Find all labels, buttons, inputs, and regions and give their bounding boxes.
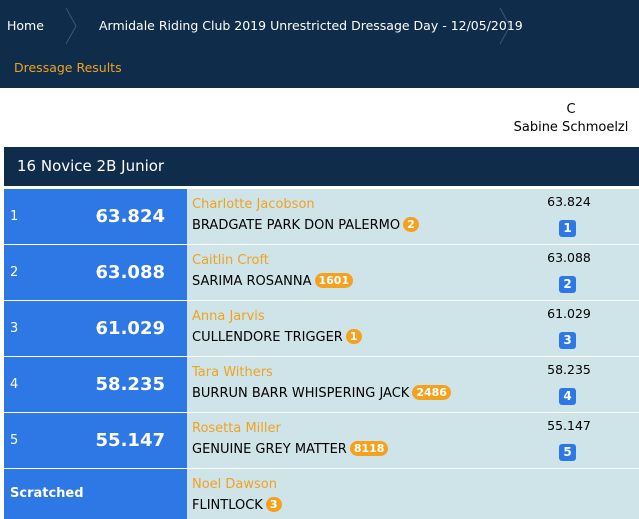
judge-score-cell: 58.235 4 <box>499 357 639 412</box>
judge-column-header: C Sabine Schmoelzl <box>486 101 639 137</box>
rank-cell: 1 63.824 <box>4 189 187 244</box>
breadcrumb-event-link[interactable]: Armidale Riding Club 2019 Unrestricted D… <box>99 18 523 33</box>
horse-badge: 2 <box>403 217 419 232</box>
breadcrumb-home-link[interactable]: Home <box>7 18 44 33</box>
horse-name: BRADGATE PARK DON PALERMO 2 <box>192 217 419 235</box>
rank-cell: 4 58.235 <box>4 357 187 412</box>
judge-score: 61.029 <box>547 306 591 321</box>
rank-number: 5 <box>10 433 19 448</box>
horse-name: GENUINE GREY MATTER 8118 <box>192 441 389 459</box>
breadcrumb: Home Armidale Riding Club 2019 Unrestric… <box>0 0 639 52</box>
horse-badge: 2486 <box>412 385 451 400</box>
judge-score-cell: 63.088 2 <box>499 245 639 300</box>
horse-link[interactable]: BRADGATE PARK DON PALERMO <box>192 218 401 233</box>
rank-number: 4 <box>10 377 19 392</box>
result-row: 3 61.029 Anna Jarvis CULLENDORE TRIGGER 1… <box>4 301 639 357</box>
total-score: 58.235 <box>95 374 165 395</box>
judge-score: 58.235 <box>547 362 591 377</box>
horse-link[interactable]: FLINTLOCK <box>192 498 263 513</box>
rank-cell: 5 55.147 <box>4 413 187 468</box>
horse-badge: 1 <box>345 329 362 344</box>
rider-link[interactable]: Charlotte Jacobson <box>192 197 315 212</box>
horse-name: SARIMA ROSANNA 1601 <box>192 273 354 291</box>
rank-number: 2 <box>10 265 19 280</box>
horse-badge: 8118 <box>349 441 389 456</box>
rider-link[interactable]: Anna Jarvis <box>192 309 265 324</box>
rider-link[interactable]: Tara Withers <box>192 365 273 380</box>
dressage-results-tab[interactable]: Dressage Results <box>14 60 122 75</box>
judge-score: 63.824 <box>547 194 591 209</box>
judge-score-cell: 55.147 5 <box>499 413 639 468</box>
judge-position: C <box>566 102 576 117</box>
competitor-cell: Caitlin Croft SARIMA ROSANNA 1601 <box>187 245 499 300</box>
rider-link[interactable]: Rosetta Miller <box>192 421 281 436</box>
competitor-cell: Anna Jarvis CULLENDORE TRIGGER 1 <box>187 301 499 356</box>
horse-badge: 1601 <box>314 273 354 288</box>
judge-place-badge: 5 <box>559 444 576 461</box>
total-score: 63.824 <box>95 206 165 227</box>
chevron-right-icon <box>65 7 77 45</box>
total-score: 63.088 <box>95 262 165 283</box>
rank-cell: 2 63.088 <box>4 245 187 300</box>
scratched-cell: Scratched <box>4 469 187 519</box>
horse-link[interactable]: GENUINE GREY MATTER <box>192 442 347 457</box>
total-score: 55.147 <box>95 430 165 451</box>
judge-place-badge: 1 <box>559 220 576 237</box>
judge-score: 63.088 <box>547 250 591 265</box>
horse-name: FLINTLOCK 3 <box>192 497 282 515</box>
rank-number: 3 <box>10 321 19 336</box>
horse-name: CULLENDORE TRIGGER 1 <box>192 329 362 347</box>
competitor-cell: Noel Dawson FLINTLOCK 3 <box>187 469 499 519</box>
judge-place-badge: 4 <box>559 388 576 405</box>
rider-link[interactable]: Noel Dawson <box>192 477 277 492</box>
result-row: 2 63.088 Caitlin Croft SARIMA ROSANNA 160… <box>4 245 639 301</box>
competitor-cell: Charlotte Jacobson BRADGATE PARK DON PAL… <box>187 189 499 244</box>
result-row: 5 55.147 Rosetta Miller GENUINE GREY MAT… <box>4 413 639 469</box>
class-title-bar: 16 Novice 2B Junior <box>4 147 639 186</box>
scratched-row: Scratched Noel Dawson FLINTLOCK 3 <box>4 469 639 519</box>
judge-place-badge: 3 <box>559 332 576 349</box>
chevron-right-icon <box>499 7 511 45</box>
total-score: 61.029 <box>95 318 165 339</box>
horse-link[interactable]: CULLENDORE TRIGGER <box>192 330 343 345</box>
horse-link[interactable]: SARIMA ROSANNA <box>192 274 312 289</box>
result-row: 1 63.824 Charlotte Jacobson BRADGATE PAR… <box>4 189 639 245</box>
rider-link[interactable]: Caitlin Croft <box>192 253 269 268</box>
judge-score: 55.147 <box>547 418 591 433</box>
competitor-cell: Rosetta Miller GENUINE GREY MATTER 8118 <box>187 413 499 468</box>
horse-badge: 3 <box>265 497 282 512</box>
judge-score-cell: 61.029 3 <box>499 301 639 356</box>
judge-name: Sabine Schmoelzl <box>513 120 629 135</box>
rank-number: 1 <box>10 209 19 224</box>
competitor-cell: Tara Withers BURRUN BARR WHISPERING JACK… <box>187 357 499 412</box>
judge-score-cell: 63.824 1 <box>499 189 639 244</box>
site-header: Home Armidale Riding Club 2019 Unrestric… <box>0 0 639 88</box>
judge-score-cell <box>499 469 639 519</box>
scratched-label: Scratched <box>10 486 84 501</box>
horse-name: BURRUN BARR WHISPERING JACK 2486 <box>192 385 451 403</box>
rank-cell: 3 61.029 <box>4 301 187 356</box>
class-title: 16 Novice 2B Junior <box>17 157 165 175</box>
result-row: 4 58.235 Tara Withers BURRUN BARR WHISPE… <box>4 357 639 413</box>
judge-place-badge: 2 <box>559 276 576 293</box>
horse-link[interactable]: BURRUN BARR WHISPERING JACK <box>192 386 410 401</box>
